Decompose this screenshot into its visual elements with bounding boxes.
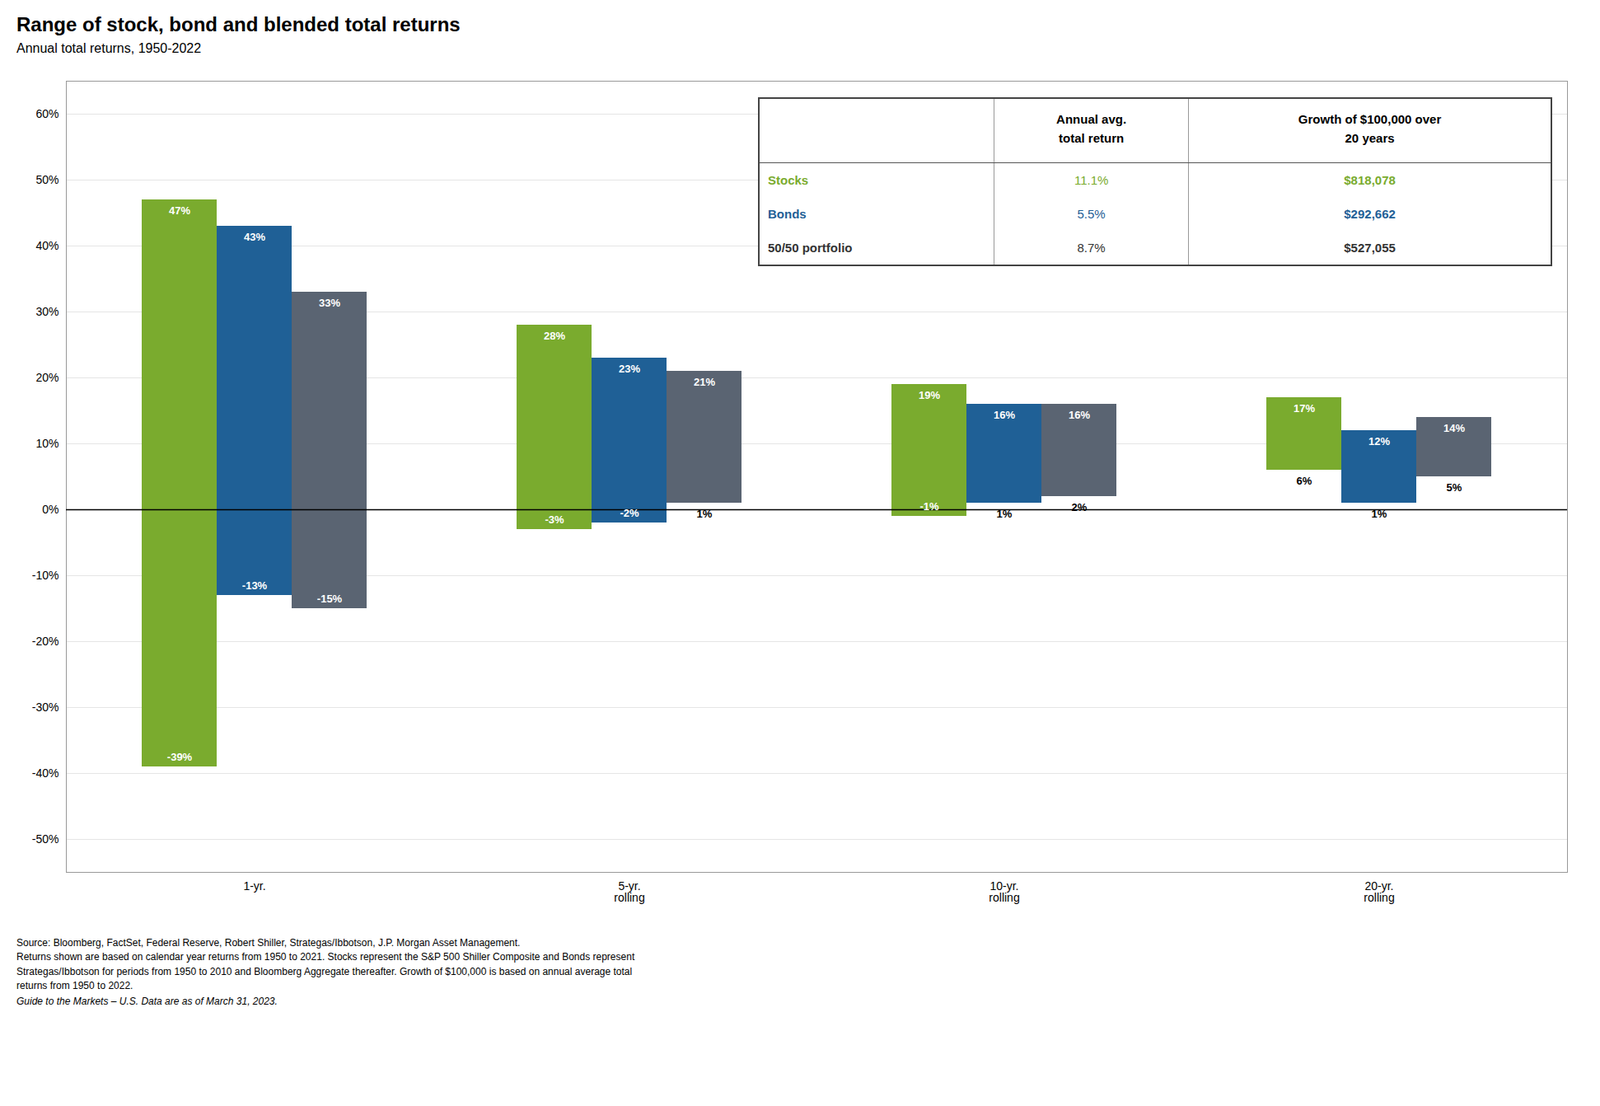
svg-text:17%: 17% <box>1293 402 1315 415</box>
svg-text:60%: 60% <box>35 107 59 121</box>
svg-text:19%: 19% <box>918 388 941 402</box>
svg-text:10%: 10% <box>35 436 59 450</box>
svg-text:12%: 12% <box>1368 435 1390 448</box>
html-text:Guide to the Markets – U.S. Da: Guide to the Markets – U.S. Data are as … <box>16 994 278 1007</box>
html-text:Bonds: Bonds <box>767 206 807 221</box>
html-text:Stocks: Stocks <box>767 173 809 188</box>
svg-text:6%: 6% <box>1296 474 1313 487</box>
html-text:$818,078: $818,078 <box>1344 173 1396 188</box>
html-text:Returns shown are based on cal: Returns shown are based on calendar year… <box>16 951 635 963</box>
svg-text:50%: 50% <box>35 173 59 187</box>
svg-text:5-yr.rolling: 5-yr.rolling <box>613 879 645 904</box>
svg-text:5%: 5% <box>1446 481 1463 494</box>
svg-text:-10%: -10% <box>32 568 60 582</box>
html-text:Growth of $100,000 over 20 yea: Growth of $100,000 over 20 years <box>1298 112 1442 145</box>
svg-text:16%: 16% <box>1068 408 1091 422</box>
svg-text:20-yr.rolling: 20-yr.rolling <box>1363 879 1395 904</box>
svg-text:-3%: -3% <box>544 513 565 526</box>
svg-text:1%: 1% <box>697 507 713 520</box>
svg-text:28%: 28% <box>543 329 566 342</box>
html-text:Annual avg. total return: Annual avg. total return <box>1056 112 1127 145</box>
svg-text:-1%: -1% <box>919 500 940 513</box>
svg-text:-40%: -40% <box>32 766 60 780</box>
svg-text:10-yr.rolling: 10-yr.rolling <box>988 879 1020 904</box>
svg-text:-50%: -50% <box>32 832 60 846</box>
svg-text:14%: 14% <box>1443 421 1465 435</box>
svg-text:-39%: -39% <box>167 750 193 763</box>
svg-text:33%: 33% <box>318 296 341 309</box>
svg-text:1%: 1% <box>1371 507 1388 520</box>
html-text:8.7%: 8.7% <box>1077 240 1106 255</box>
svg-text:1-yr.: 1-yr. <box>243 879 266 893</box>
svg-text:21%: 21% <box>693 375 716 389</box>
html-text:Annual total returns, 1950-202: Annual total returns, 1950-2022 <box>16 41 202 56</box>
html-text:5.5%: 5.5% <box>1077 206 1106 221</box>
svg-text:30%: 30% <box>35 304 59 319</box>
svg-text:-2%: -2% <box>619 506 640 520</box>
svg-text:43%: 43% <box>243 230 266 244</box>
svg-text:20%: 20% <box>35 370 59 384</box>
html-text:Source: Bloomberg, FactSet, Fe: Source: Bloomberg, FactSet, Federal Rese… <box>16 936 521 949</box>
html-text:Strategas/Ibbotson for periods: Strategas/Ibbotson for periods from 1950… <box>16 965 633 977</box>
svg-text:-30%: -30% <box>32 700 60 714</box>
svg-text:1%: 1% <box>996 507 1013 520</box>
html-text:returns from 1950 to 2022.: returns from 1950 to 2022. <box>16 979 133 992</box>
svg-text:-20%: -20% <box>32 634 60 648</box>
html-text:11.1%: 11.1% <box>1074 173 1109 188</box>
html-text:$292,662: $292,662 <box>1344 206 1396 221</box>
svg-text:16%: 16% <box>993 408 1016 422</box>
svg-text:2%: 2% <box>1071 500 1088 514</box>
html-text:50/50 portfolio: 50/50 portfolio <box>767 240 853 255</box>
svg-text:23%: 23% <box>618 362 641 375</box>
svg-text:-13%: -13% <box>242 579 268 592</box>
svg-text:47%: 47% <box>168 204 191 217</box>
html-text:$527,055: $527,055 <box>1344 240 1396 255</box>
svg-text:40%: 40% <box>35 238 59 253</box>
svg-text:-15%: -15% <box>317 592 343 605</box>
html-text:Range of stock, bond and blend: Range of stock, bond and blended total r… <box>16 13 461 36</box>
svg-text:0%: 0% <box>42 502 59 516</box>
